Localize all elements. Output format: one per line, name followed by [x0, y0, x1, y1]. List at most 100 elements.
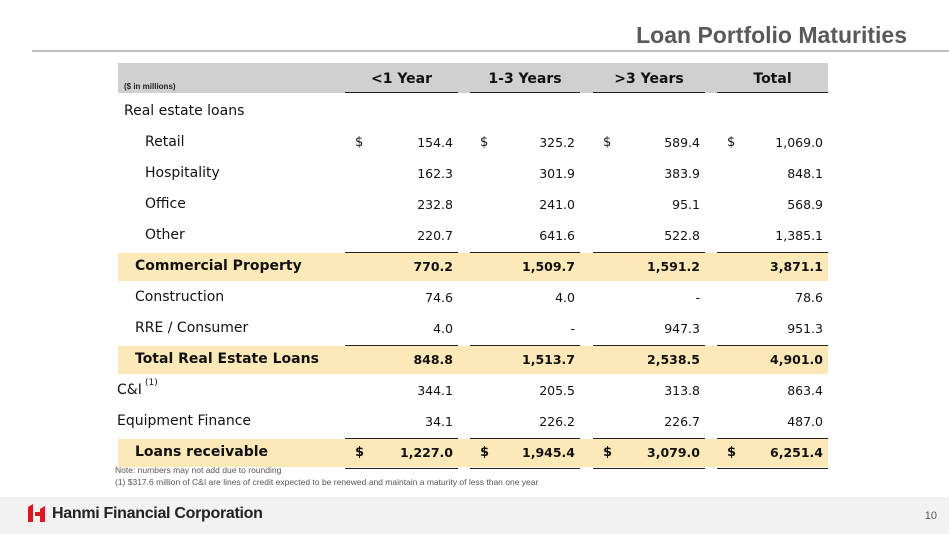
table-cell: 863.4	[787, 383, 823, 398]
table-cell: -	[570, 321, 575, 336]
table-cell: 1,591.2	[647, 259, 700, 274]
table-cell: 344.1	[417, 383, 453, 398]
table-cell: 162.3	[417, 166, 453, 181]
note: Note: numbers may not add due to roundin…	[115, 465, 282, 475]
table-header-bg	[118, 63, 828, 93]
company-name: Hanmi Financial Corporation	[52, 505, 263, 522]
table-cell: 1,945.4	[522, 445, 575, 460]
table-cell: 383.9	[664, 166, 700, 181]
slide-title: Loan Portfolio Maturities	[636, 22, 907, 48]
row-rule	[470, 438, 580, 439]
note: (1) $317.6 million of C&I are lines of c…	[115, 477, 539, 487]
table-cell: 226.7	[664, 414, 700, 429]
table-cell: 226.2	[539, 414, 575, 429]
table-cell: 205.5	[539, 383, 575, 398]
currency-sign: $	[355, 135, 364, 150]
column-header: Total	[753, 71, 792, 87]
table-cell: 220.7	[417, 228, 453, 243]
currency-sign: $	[603, 445, 613, 460]
table-cell: 3,871.1	[770, 259, 823, 274]
table-cell: 74.6	[425, 290, 453, 305]
currency-sign: $	[480, 135, 489, 150]
currency-sign: $	[727, 445, 737, 460]
row-label: Retail	[145, 134, 185, 150]
column-header: <1 Year	[370, 71, 433, 87]
row-label: Real estate loans	[124, 103, 245, 119]
row-rule	[345, 345, 458, 346]
unit-note: ($ in millions)	[124, 82, 176, 91]
row-rule	[717, 438, 828, 439]
row-label: Other	[145, 227, 185, 243]
footer-band	[0, 497, 949, 534]
table-cell: 522.8	[664, 228, 700, 243]
table-cell: 1,069.0	[775, 135, 823, 150]
table-cell: 2,538.5	[647, 352, 700, 367]
table-cell: 232.8	[417, 197, 453, 212]
row-rule	[717, 468, 828, 469]
table-cell: 848.8	[413, 352, 453, 367]
table-cell: 241.0	[539, 197, 575, 212]
header-rule	[470, 92, 580, 93]
row-rule	[345, 438, 458, 439]
highlight-row	[118, 346, 828, 374]
table-cell: 6,251.4	[770, 445, 823, 460]
title-rule	[32, 50, 949, 52]
table-cell: 1,385.1	[775, 228, 823, 243]
header-rule	[345, 92, 458, 93]
row-label: Commercial Property	[135, 258, 302, 274]
row-rule	[470, 468, 580, 469]
table-cell: 34.1	[425, 414, 453, 429]
highlight-row	[118, 253, 828, 281]
table-cell: 1,513.7	[522, 352, 575, 367]
row-rule	[593, 345, 705, 346]
row-label: Loans receivable	[135, 444, 269, 460]
table-cell: 951.3	[787, 321, 823, 336]
table-cell: 4.0	[555, 290, 575, 305]
header-rule	[717, 92, 828, 93]
table-cell: 589.4	[664, 135, 700, 150]
column-header: >3 Years	[614, 71, 684, 87]
column-header: 1-3 Years	[488, 71, 562, 87]
row-label: Construction	[135, 289, 225, 305]
currency-sign: $	[355, 445, 365, 460]
table-cell: 487.0	[787, 414, 823, 429]
table-cell: 4,901.0	[770, 352, 823, 367]
highlight-row	[118, 439, 828, 467]
table-cell: 325.2	[539, 135, 575, 150]
table-cell: 641.6	[539, 228, 575, 243]
table-cell: -	[695, 290, 700, 305]
row-label: Total Real Estate Loans	[135, 351, 319, 367]
currency-sign: $	[727, 135, 736, 150]
table-cell: 947.3	[664, 321, 700, 336]
table-cell: 1,509.7	[522, 259, 575, 274]
row-rule	[717, 345, 828, 346]
row-label: RRE / Consumer	[135, 320, 249, 336]
table-cell: 770.2	[413, 259, 453, 274]
table-cell: 3,079.0	[647, 445, 700, 460]
table-cell: 848.1	[787, 166, 823, 181]
row-rule	[717, 252, 828, 253]
row-label: Office	[145, 196, 186, 212]
table-cell: 95.1	[672, 197, 700, 212]
row-rule	[593, 468, 705, 469]
table-cell: 1,227.0	[400, 445, 453, 460]
row-label: Equipment Finance	[117, 413, 252, 429]
table-cell: 568.9	[787, 197, 823, 212]
row-rule	[593, 438, 705, 439]
row-rule	[345, 252, 458, 253]
table-cell: 301.9	[539, 166, 575, 181]
table-cell: 78.6	[795, 290, 823, 305]
row-rule	[345, 468, 458, 469]
row-label: C&I	[117, 382, 142, 398]
row-label: Hospitality	[145, 165, 220, 181]
currency-sign: $	[480, 445, 490, 460]
page-number: 10	[924, 510, 937, 522]
table-cell: 4.0	[433, 321, 453, 336]
currency-sign: $	[603, 135, 612, 150]
row-rule	[593, 252, 705, 253]
footnote-marker: (1)	[145, 378, 158, 388]
row-rule	[470, 345, 580, 346]
table-cell: 313.8	[664, 383, 700, 398]
table-cell: 154.4	[417, 135, 453, 150]
